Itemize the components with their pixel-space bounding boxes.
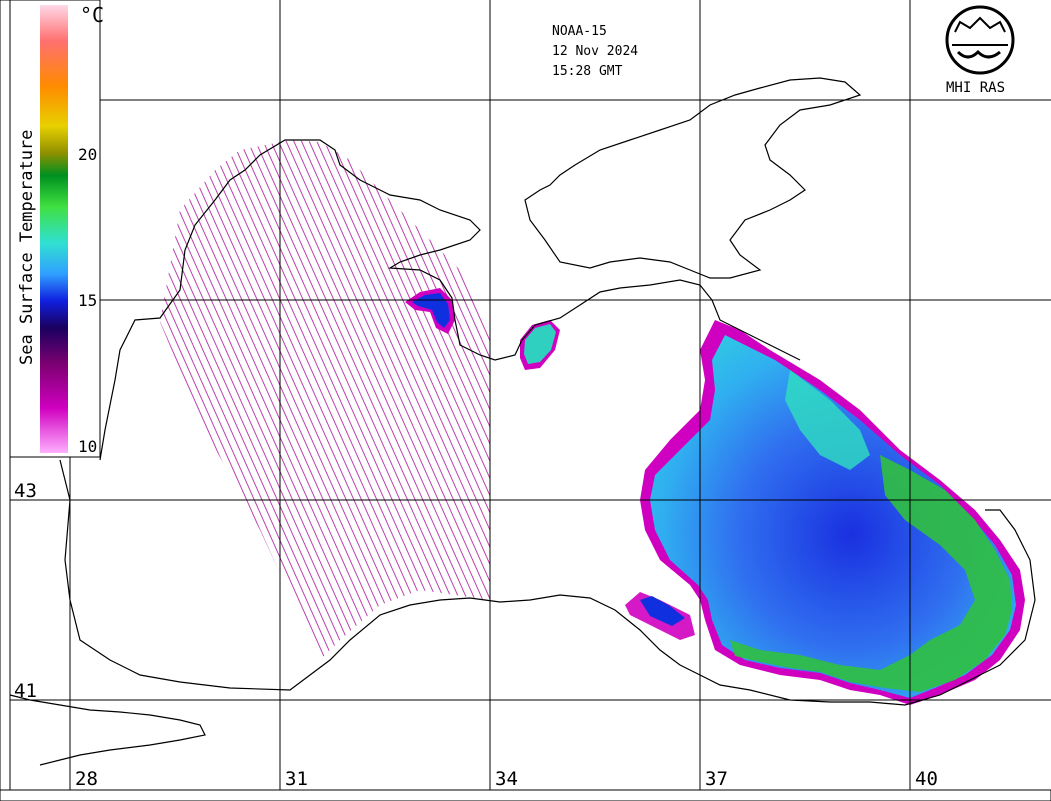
coast-south <box>59 459 1036 706</box>
lon-label-37: 37 <box>705 768 728 790</box>
mhi-ras-logo: MHI RAS <box>945 5 1015 96</box>
lon-label-28: 28 <box>75 768 98 790</box>
sst-east-main <box>650 335 1016 698</box>
lon-label-31: 31 <box>285 768 308 790</box>
sst-patch-crimea-south-core <box>524 324 556 364</box>
colorbar-tick-15: 15 <box>78 291 97 310</box>
colorbar-scale <box>40 5 68 453</box>
lat-label-41: 41 <box>14 680 37 702</box>
pass-time: 15:28 GMT <box>552 64 623 79</box>
colorbar-tick-10: 10 <box>78 437 97 456</box>
satellite-name: NOAA-15 <box>552 24 607 39</box>
colorbar: °C 20 15 10 Sea Surface Temperature <box>9 0 104 458</box>
coast-bosphorus <box>9 694 206 766</box>
coast-azov <box>524 77 862 279</box>
coast-west <box>99 139 801 461</box>
logo-text: MHI RAS <box>946 80 1005 96</box>
pass-date: 12 Nov 2024 <box>552 44 638 59</box>
lon-label-34: 34 <box>495 768 518 790</box>
swath-area <box>160 140 490 660</box>
sst-east-green-band <box>730 455 1012 692</box>
colorbar-unit: °C <box>80 3 104 27</box>
sst-patch-crimea-west-core <box>412 293 450 328</box>
colorbar-tick-20: 20 <box>78 145 97 164</box>
sst-patch-south-core <box>640 596 685 626</box>
lat-label-43: 43 <box>14 480 37 502</box>
colorbar-title: Sea Surface Temperature <box>17 130 37 365</box>
lon-label-40: 40 <box>915 768 938 790</box>
sst-east-cyan-patch <box>785 370 870 470</box>
